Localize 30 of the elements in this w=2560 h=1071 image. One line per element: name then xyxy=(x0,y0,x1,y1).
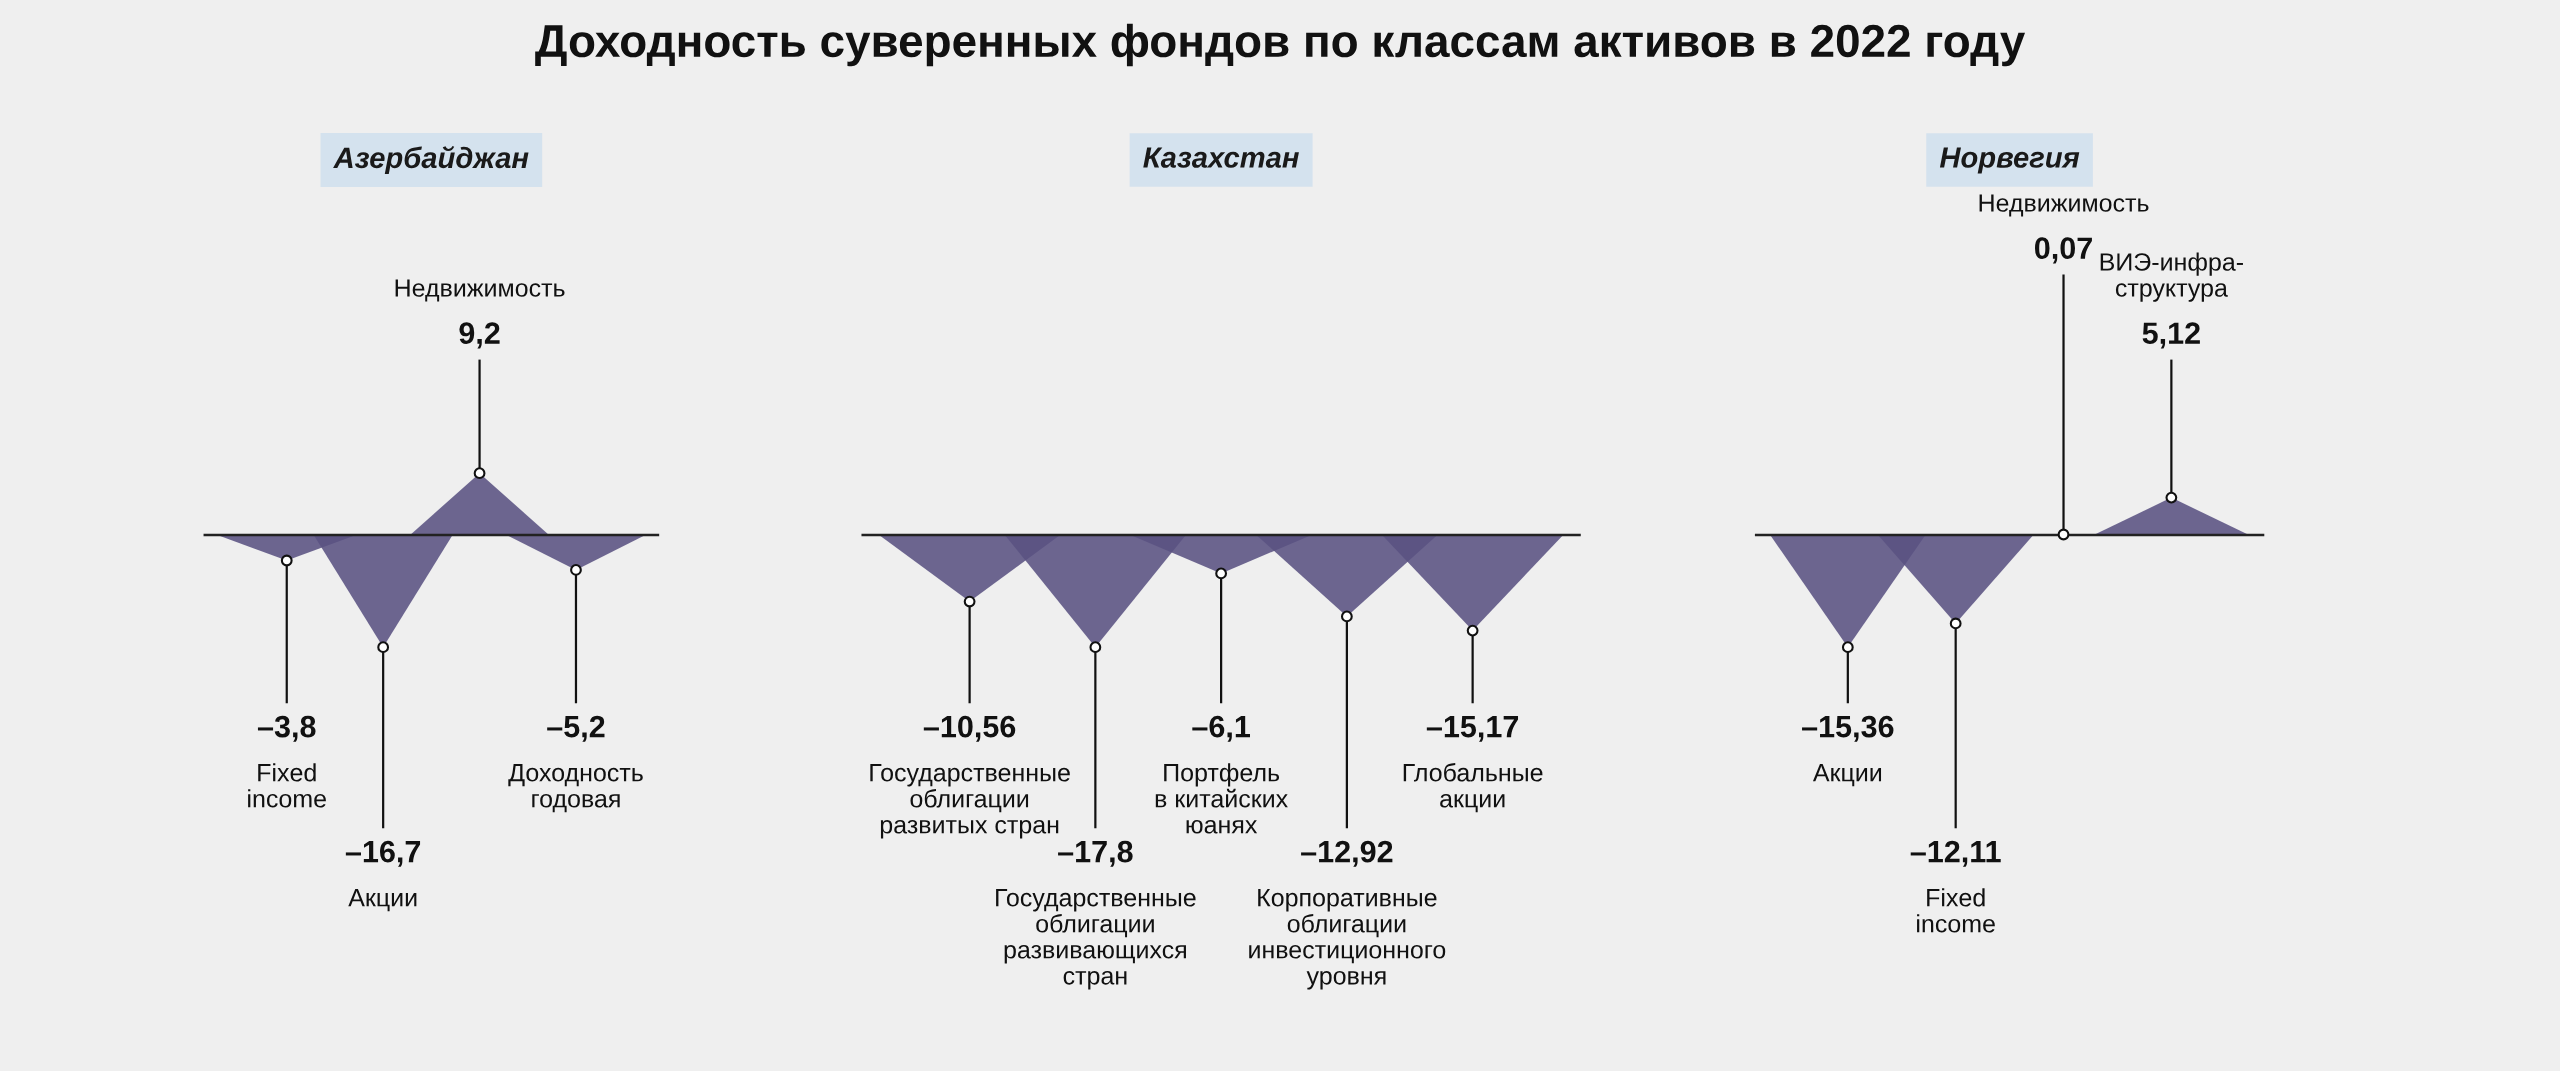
data-label: –16,7 xyxy=(345,840,421,867)
category-label: Акции xyxy=(348,889,417,912)
data-label: –12,11 xyxy=(1910,840,2001,867)
data-label: –5,2 xyxy=(547,715,605,742)
category-label: Портфель в китайских юанях xyxy=(1155,763,1288,834)
data-label: –12,92 xyxy=(1301,840,1393,867)
category-label: ВИЭ-инфра- структура xyxy=(2100,252,2243,302)
text: Казахстан xyxy=(1143,147,1299,168)
category-label: Недвижимость xyxy=(1979,194,2149,217)
text: Норвегия xyxy=(1939,147,2080,174)
category-label: Недвижимость xyxy=(395,279,565,302)
text: Доходность суверенных фондов по классам активов в 2022 году xyxy=(535,23,2026,67)
category-label: Государственные облигации развитых стран xyxy=(870,764,1070,839)
category-label: Акции xyxy=(1812,764,1882,787)
category-label: Fixed income xyxy=(248,763,326,808)
category-label: Государственные облигации развивающихся стран xyxy=(996,889,1196,990)
data-label: –10,56 xyxy=(923,715,1016,742)
category-label: Fixed income xyxy=(1917,888,1995,933)
data-label: –6,1 xyxy=(1192,715,1251,742)
category-label: Доходность годовая xyxy=(508,764,643,813)
data-label: –3,8 xyxy=(257,715,316,742)
data-label: –17,8 xyxy=(1058,840,1133,867)
data-label: –15,17 xyxy=(1426,716,1519,742)
text: Азербайджан xyxy=(333,146,529,174)
data-label: –15,36 xyxy=(1802,715,1894,742)
category-label: Глобальные акции xyxy=(1403,762,1543,813)
data-label: 0,07 xyxy=(2035,237,2092,264)
data-label: 9,2 xyxy=(459,322,500,349)
data-label: 5,12 xyxy=(2142,322,2200,349)
category-label: Корпоративные облигации инвестиционного уровня xyxy=(1249,889,1446,990)
